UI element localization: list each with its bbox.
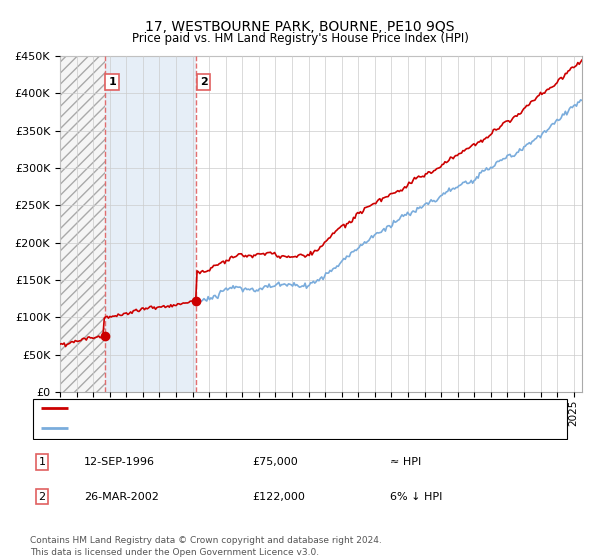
Bar [105,56,196,392]
Text: 26-MAR-2002: 26-MAR-2002 [84,492,159,502]
Text: 2: 2 [38,492,46,502]
Text: 1: 1 [108,77,116,87]
FancyBboxPatch shape [33,399,568,439]
Text: 17, WESTBOURNE PARK, BOURNE, PE10 9QS: 17, WESTBOURNE PARK, BOURNE, PE10 9QS [145,20,455,34]
Text: 2: 2 [200,77,208,87]
Text: 1: 1 [38,457,46,467]
Text: 12-SEP-1996: 12-SEP-1996 [84,457,155,467]
Bar [60,56,105,392]
Text: 17, WESTBOURNE PARK, BOURNE, PE10 9QS (detached house): 17, WESTBOURNE PARK, BOURNE, PE10 9QS (d… [76,403,402,413]
Bar [60,56,105,392]
Text: HPI: Average price, detached house, South Kesteven: HPI: Average price, detached house, Sout… [76,423,350,433]
Text: £75,000: £75,000 [252,457,298,467]
Text: ≈ HPI: ≈ HPI [390,457,421,467]
Text: 6% ↓ HPI: 6% ↓ HPI [390,492,442,502]
Text: Price paid vs. HM Land Registry's House Price Index (HPI): Price paid vs. HM Land Registry's House … [131,32,469,45]
Text: Contains HM Land Registry data © Crown copyright and database right 2024.
This d: Contains HM Land Registry data © Crown c… [30,536,382,557]
Text: £122,000: £122,000 [252,492,305,502]
